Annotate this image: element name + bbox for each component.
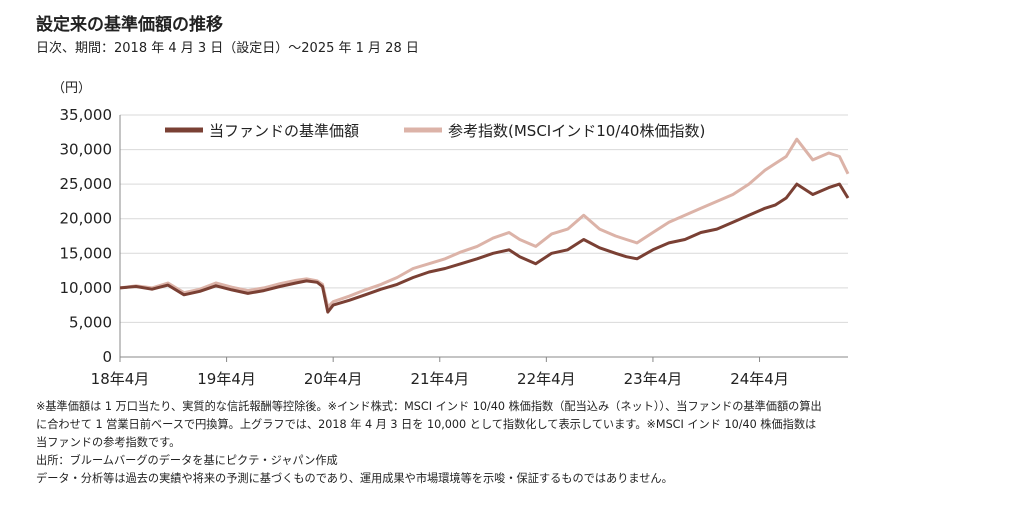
y-axis-unit-label: （円） bbox=[52, 81, 91, 96]
x-tick-label: 23年4月 bbox=[624, 370, 683, 388]
series-lines bbox=[119, 137, 850, 314]
axes bbox=[119, 115, 848, 358]
legend: 当ファンドの基準価額 参考指数(MSCIインド10/40株価指数) bbox=[165, 122, 705, 140]
y-tick-label: 15,000 bbox=[60, 244, 113, 262]
footnote-line: ※基準価額は 1 万口当たり、実質的な信託報酬等控除後。※インド株式：MSCI … bbox=[36, 400, 822, 413]
x-tick-label: 20年4月 bbox=[304, 370, 363, 388]
x-tick-label: 19年4月 bbox=[197, 370, 256, 388]
y-tick-label: 20,000 bbox=[60, 210, 113, 228]
y-tick-label: 5,000 bbox=[69, 313, 112, 331]
chart-subtitle: 日次、期間：2018 年 4 月 3 日（設定日）～2025 年 1 月 28 … bbox=[36, 41, 419, 56]
series-line-0 bbox=[119, 182, 850, 314]
legend-label: 当ファンドの基準価額 bbox=[209, 122, 359, 140]
footnotes: ※基準価額は 1 万口当たり、実質的な信託報酬等控除後。※インド株式：MSCI … bbox=[36, 398, 966, 488]
x-tick-label: 21年4月 bbox=[410, 370, 469, 388]
y-tick-label: 30,000 bbox=[60, 141, 113, 159]
legend-label: 参考指数(MSCIインド10/40株価指数) bbox=[448, 122, 705, 140]
footnote-line: 当ファンドの参考指数です。 bbox=[36, 436, 181, 449]
footnote-line: に合わせて 1 営業日前ベースで円換算。上グラフでは、2018 年 4 月 3 … bbox=[36, 418, 817, 431]
x-tick-label: 18年4月 bbox=[91, 370, 150, 388]
chart-title: 設定来の基準価額の推移 bbox=[36, 15, 223, 35]
x-tick-label: 22年4月 bbox=[517, 370, 576, 388]
source-note: 出所：ブルームバーグのデータを基にピクテ・ジャパン作成 bbox=[36, 454, 338, 467]
y-tick-label: 25,000 bbox=[60, 175, 113, 193]
line-chart: （円） 0 5,000 10,000 15,000 20,000 25,000 30,000… bbox=[52, 81, 850, 388]
y-tick-label: 35,000 bbox=[60, 106, 113, 124]
y-tick-label: 10,000 bbox=[60, 279, 113, 297]
y-tick-labels: 0 5,000 10,000 15,000 20,000 25,000 30,000 35,0… bbox=[60, 106, 113, 366]
x-tick-label: 24年4月 bbox=[730, 370, 789, 388]
disclaimer-note: データ・分析等は過去の実績や将来の予測に基づくものであり、運用成果や市場環境等を… bbox=[36, 472, 673, 485]
x-tick-labels: 18年4月 19年4月 20年4月 21年4月 22年4月 23年4月 24年4月 bbox=[91, 357, 789, 388]
series-line-1 bbox=[119, 137, 850, 309]
y-tick-label: 0 bbox=[102, 348, 112, 366]
